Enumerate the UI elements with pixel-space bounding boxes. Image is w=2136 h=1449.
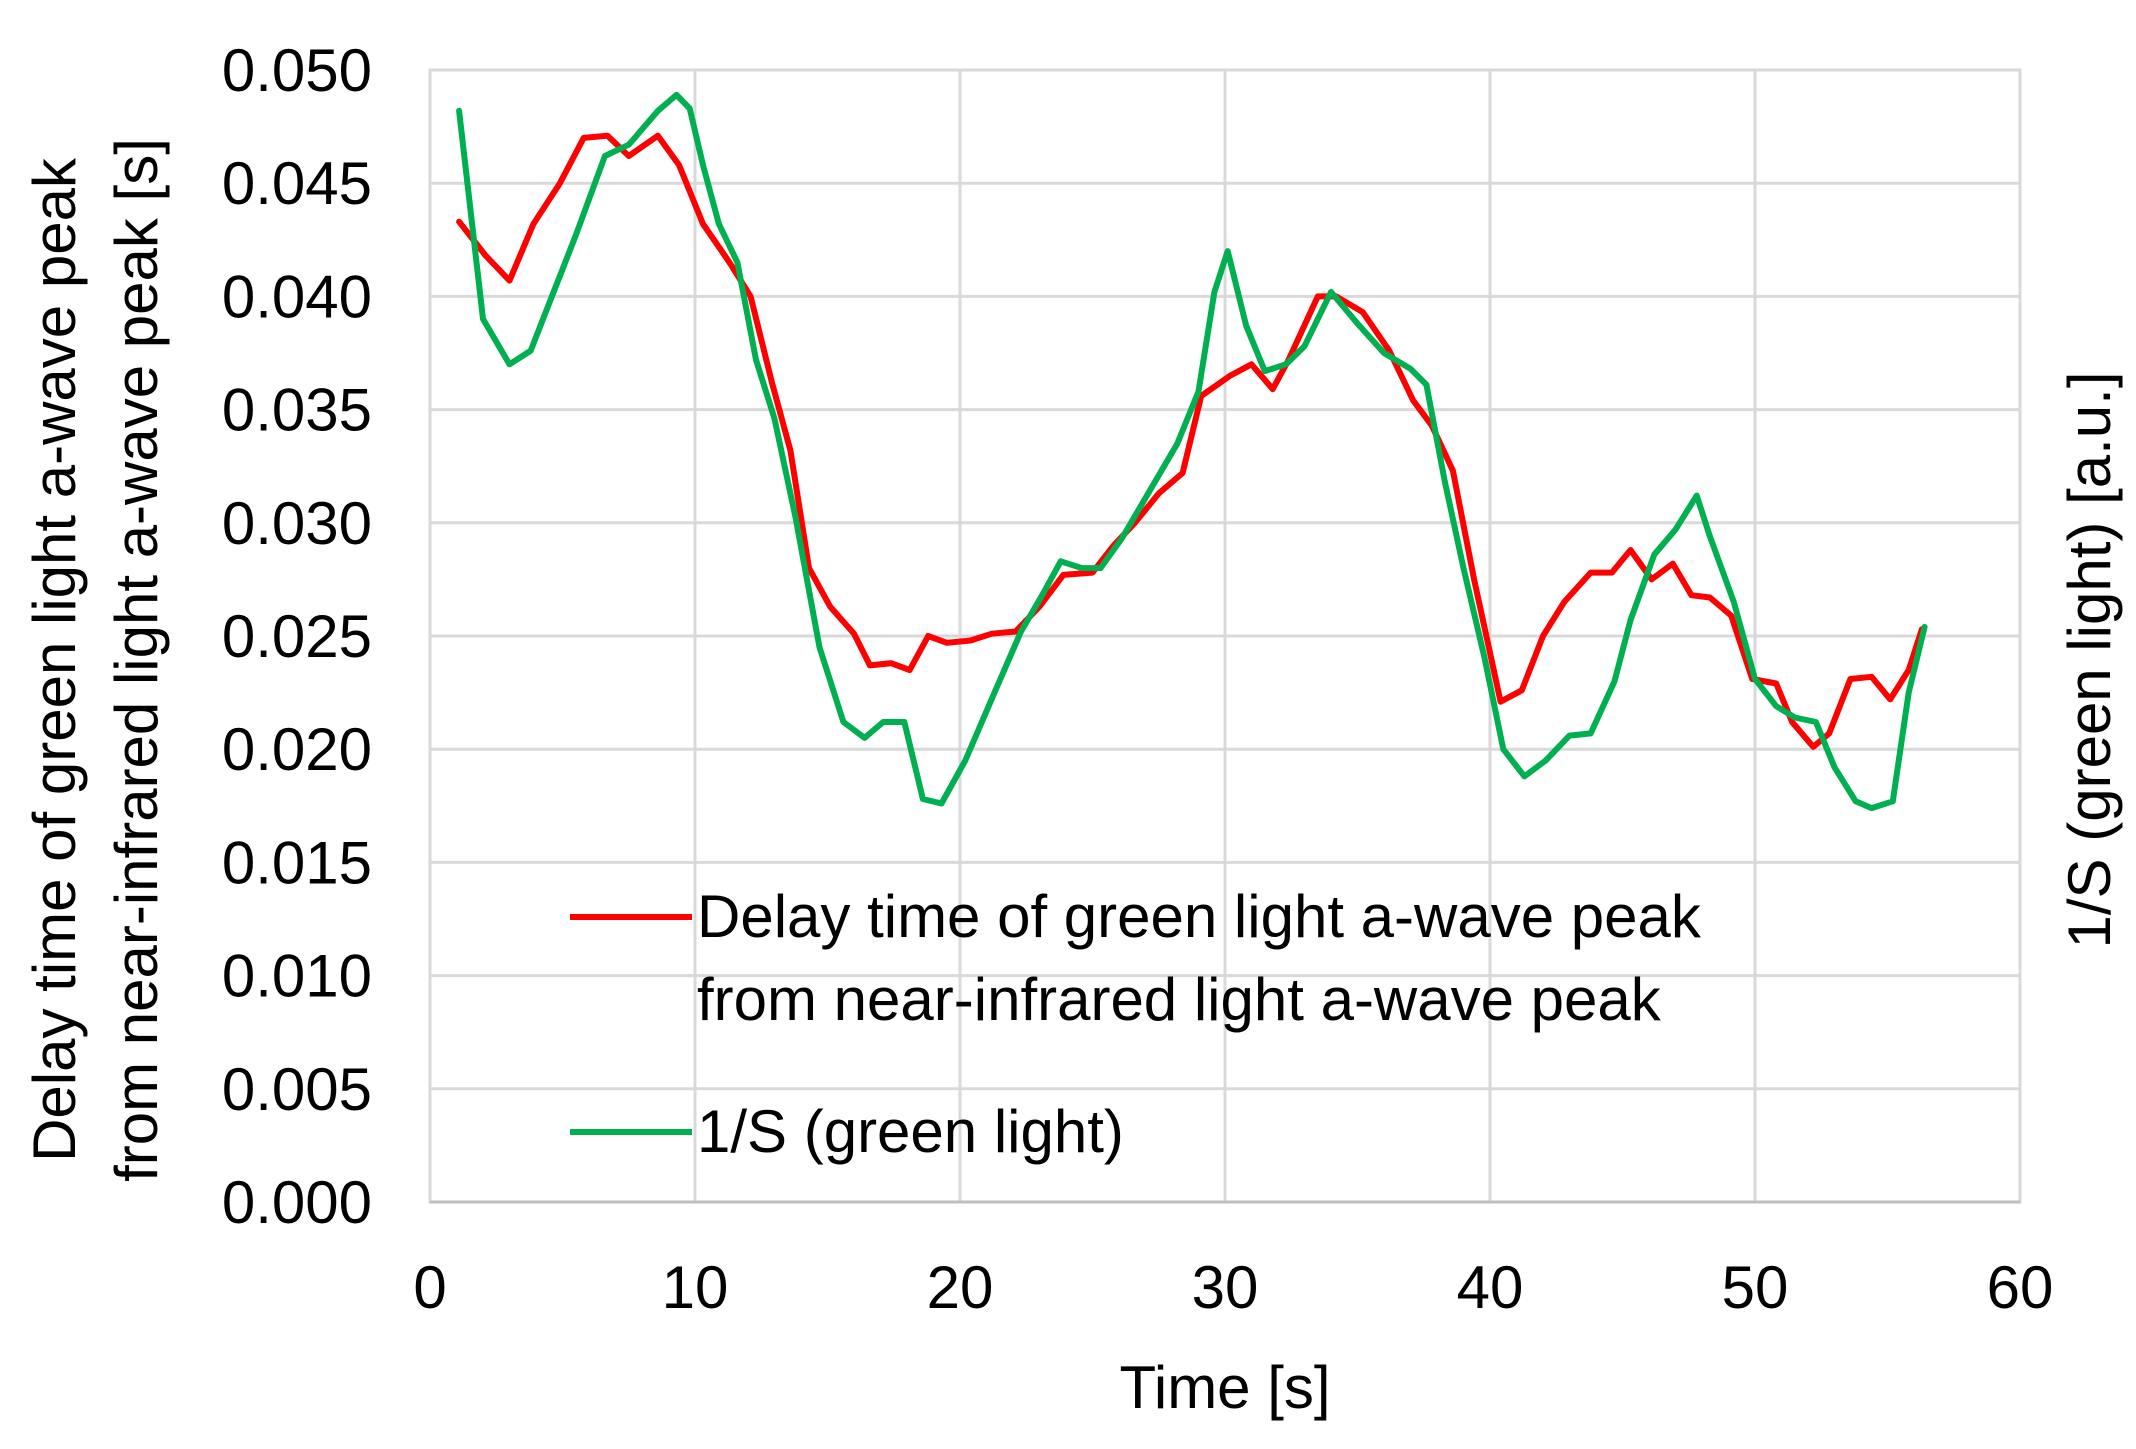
- legend-label-green: 1/S (green light): [697, 1098, 1124, 1165]
- legend-label-red-line-2: from near-infrared light a-wave peak: [697, 966, 1662, 1033]
- x-tick-label: 50: [1722, 1254, 1789, 1321]
- x-axis-title: Time [s]: [1119, 1354, 1330, 1421]
- y-tick-label: 0.015: [222, 829, 372, 896]
- legend-label-red-line-1: Delay time of green light a-wave peak: [697, 883, 1702, 950]
- y-axis-title-right: 1/S (green light) [a.u.]: [2056, 372, 2123, 949]
- y-tick-label: 0.025: [222, 603, 372, 670]
- y-tick-label: 0.040: [222, 263, 372, 330]
- y-tick-label: 0.050: [222, 37, 372, 104]
- series-line-delay-time: [456, 132, 1925, 750]
- x-tick-label: 60: [1987, 1254, 2054, 1321]
- x-tick-labels: 0 10 20 30 40 50 60: [413, 1254, 2053, 1321]
- series-lines: [456, 91, 1928, 812]
- y-axis-title-line-1: Delay time of green light a-wave peak: [21, 157, 88, 1162]
- x-tick-label: 10: [662, 1254, 729, 1321]
- y-tick-label: 0.030: [222, 490, 372, 557]
- y-tick-label: 0.005: [222, 1056, 372, 1123]
- x-tick-label: 0: [413, 1254, 446, 1321]
- y-tick-labels: 0.000 0.005 0.010 0.015 0.020 0.025 0.030 0.035…: [222, 37, 372, 1236]
- y-tick-label: 0.000: [222, 1169, 372, 1236]
- x-tick-label: 20: [927, 1254, 994, 1321]
- series-line-inverse-s: [456, 91, 1928, 812]
- y-tick-label: 0.010: [222, 943, 372, 1010]
- y-tick-label: 0.020: [222, 716, 372, 783]
- y-tick-label: 0.035: [222, 377, 372, 444]
- y-axis-title-line-2: from near-infrared light a-wave peak [s]: [103, 138, 170, 1182]
- y-tick-label: 0.045: [222, 150, 372, 217]
- legend: Delay time of green light a-wave peak fr…: [570, 883, 1702, 1165]
- y-axis-title-left: Delay time of green light a-wave peak fr…: [21, 138, 170, 1182]
- x-tick-label: 40: [1457, 1254, 1524, 1321]
- x-tick-label: 30: [1192, 1254, 1259, 1321]
